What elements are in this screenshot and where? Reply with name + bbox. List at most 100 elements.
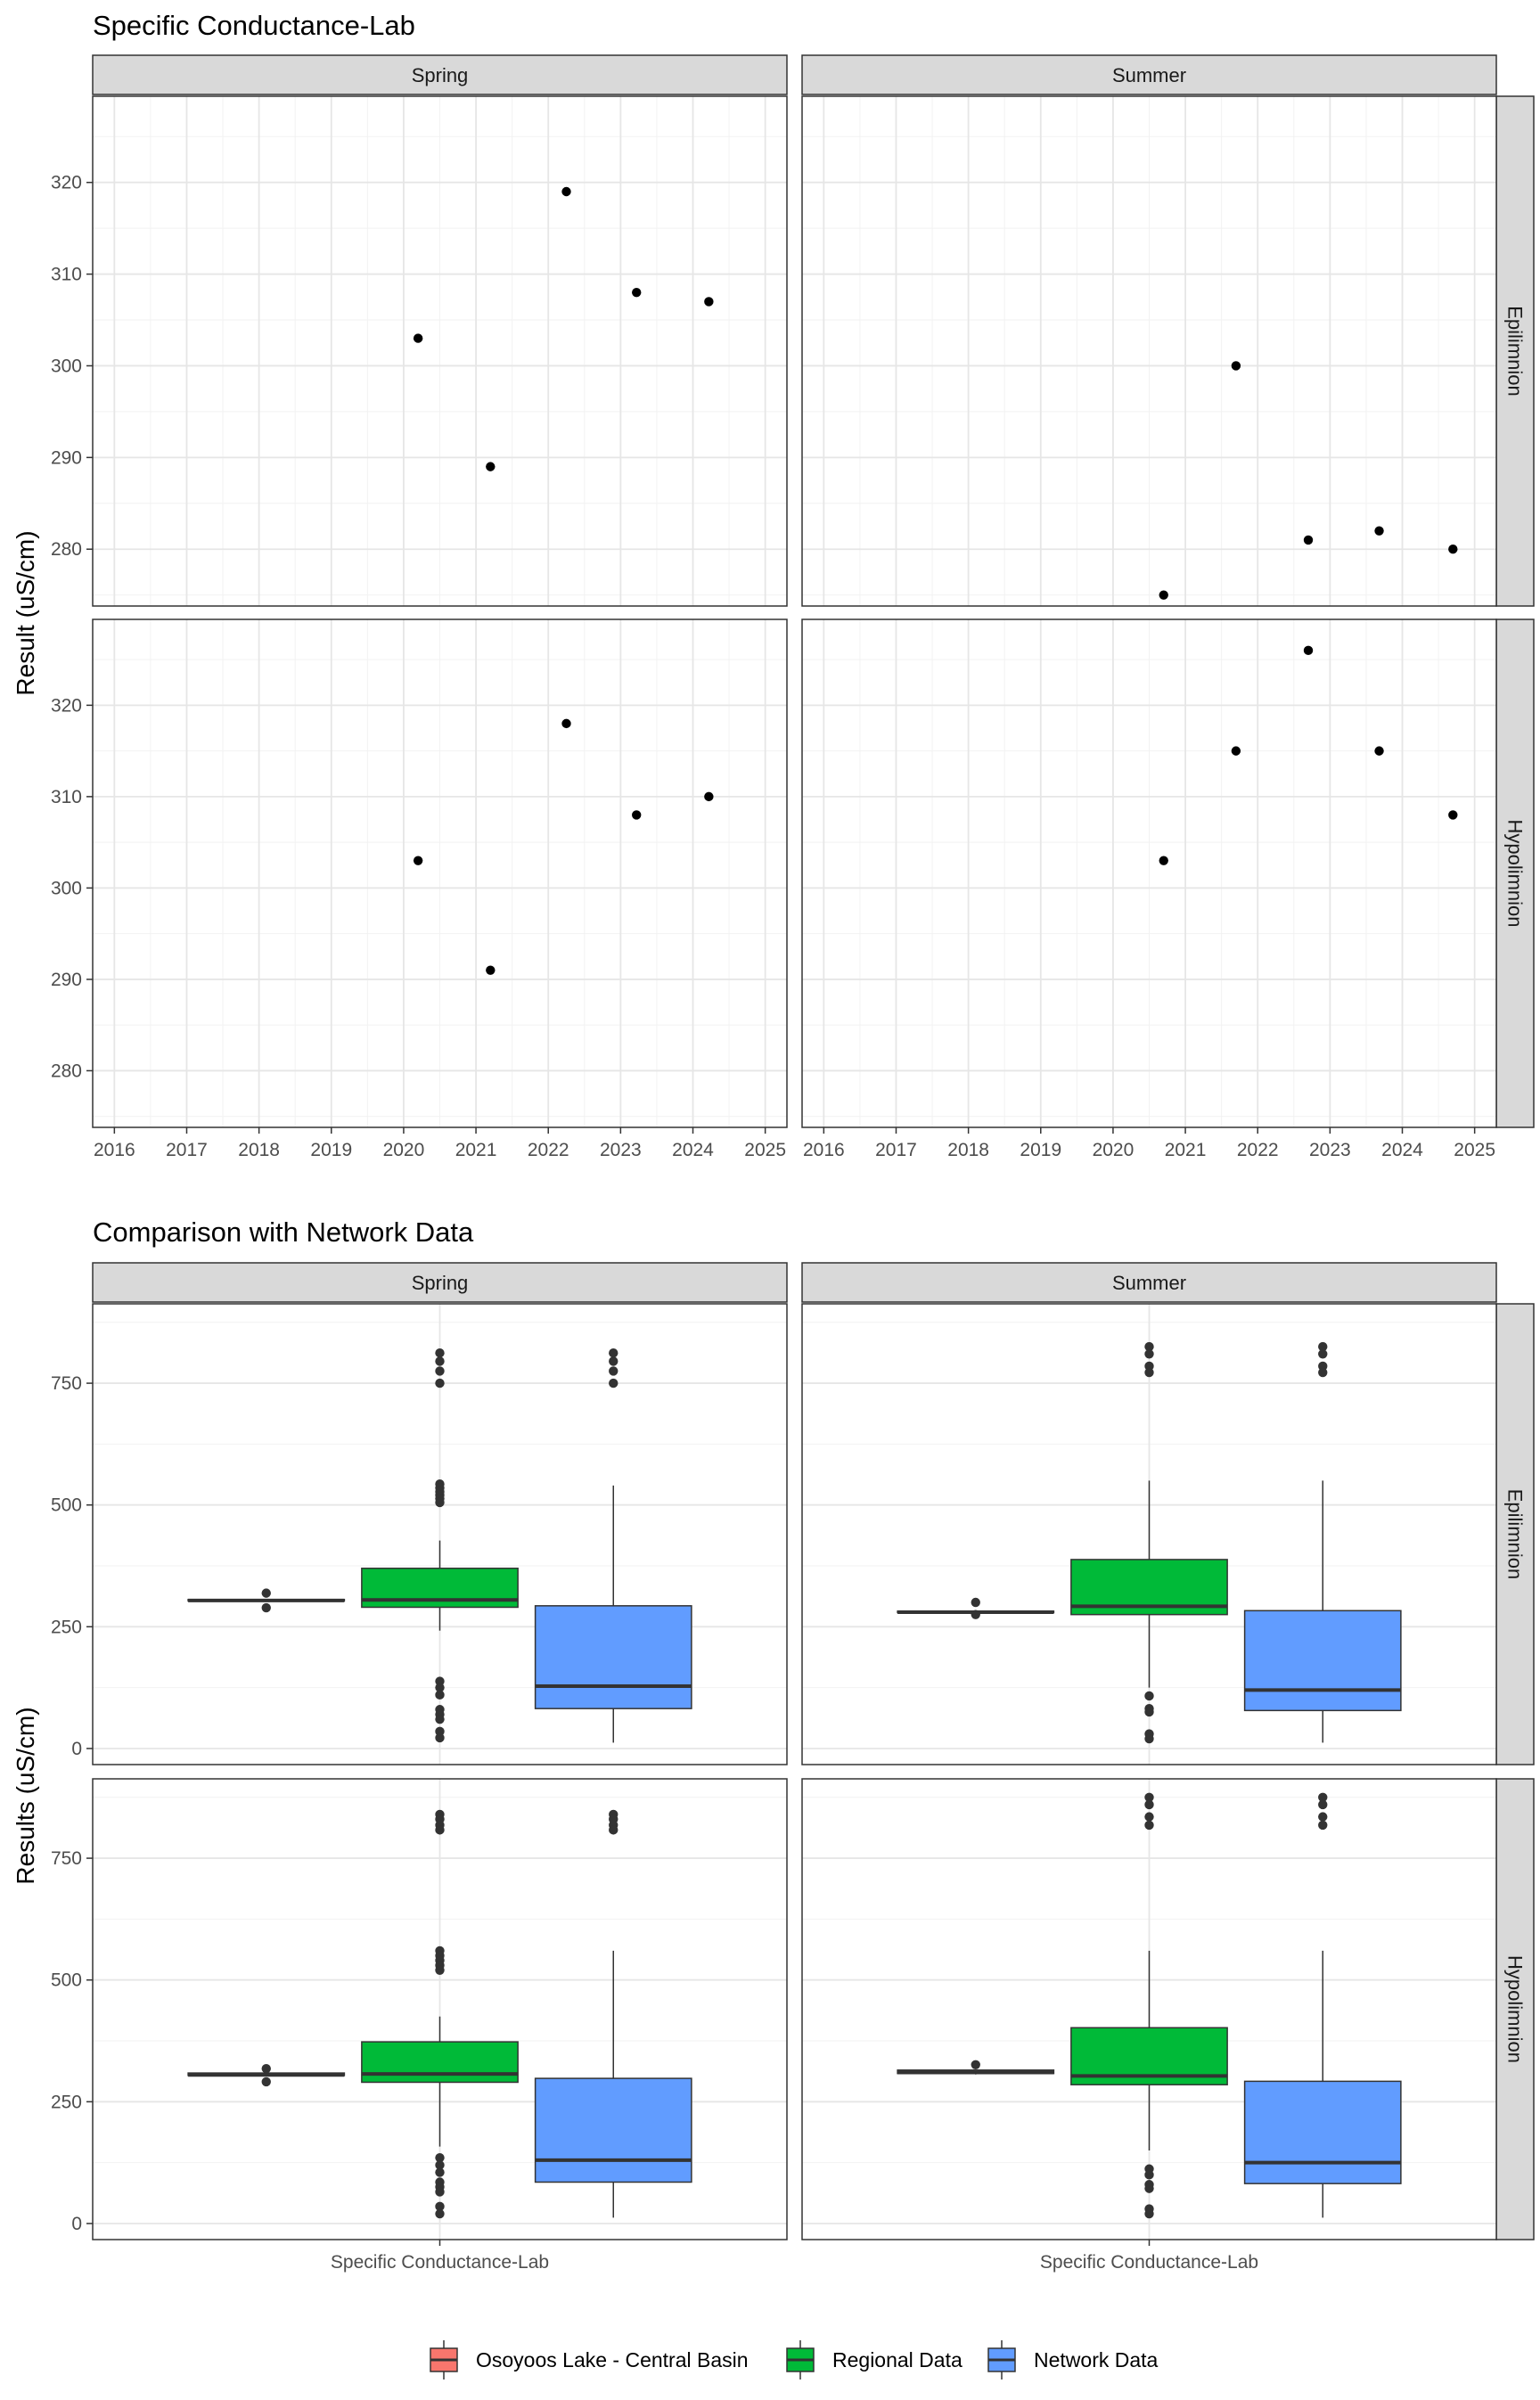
box-body [534, 2077, 692, 2183]
data-point [1159, 856, 1168, 865]
box-osoyoos-lake-central-basin [897, 1597, 1055, 1619]
outlier-point [971, 2060, 980, 2070]
x-tick-label: Specific Conductance-Lab [331, 2252, 549, 2273]
outlier-point [1144, 1733, 1154, 1744]
box-network-data [1243, 1792, 1402, 2218]
outlier-point [1144, 1341, 1154, 1352]
outlier-point [435, 2201, 445, 2212]
data-point [413, 856, 423, 865]
box-network-data [534, 1809, 692, 2218]
x-tick-label: 2022 [528, 1140, 569, 1160]
y-tick-label: 300 [51, 878, 82, 898]
outlier-point [1318, 1361, 1328, 1372]
outlier-point [261, 1602, 271, 1613]
y-tick-label: 280 [51, 539, 82, 560]
outlier-point [1144, 1812, 1154, 1822]
x-tick-label: 2021 [1165, 1140, 1207, 1160]
strip-label-epilimnion: Epilimnion [1504, 1489, 1527, 1580]
strip-summer [801, 54, 1497, 95]
x-tick-label: Specific Conductance-Lab [1040, 2252, 1258, 2273]
panel-border [92, 1303, 788, 1765]
data-point [486, 965, 496, 975]
panel-summer-epilimnion [801, 1303, 1497, 1765]
panel-border [801, 618, 1497, 1128]
y-tick-label: 750 [51, 1373, 82, 1394]
y-tick-label: 0 [71, 2214, 82, 2234]
legend-item-regional-data: Regional Data [786, 2340, 962, 2380]
strip-summer [801, 1262, 1497, 1303]
outlier-point [435, 1366, 445, 1376]
outlier-point [1318, 1367, 1328, 1378]
box-regional-data [1070, 1341, 1228, 1744]
y-tick-label: 320 [51, 173, 82, 193]
outlier-point [971, 1597, 980, 1608]
outlier-point [261, 2063, 271, 2074]
chart2-plot: Spring Summer Epilimnion Hypolimnion 0 250 500… [51, 1262, 1535, 2273]
y-tick-label: 500 [51, 1970, 82, 1991]
legend: Osoyoos Lake - Central Basin Regional Dat… [430, 2340, 1159, 2380]
x-tick-label: 2021 [455, 1140, 497, 1160]
strip-label-hypolimnion: Hypolimnion [1504, 819, 1527, 927]
y-tick-label: 300 [51, 356, 82, 376]
x-tick-label: 2022 [1237, 1140, 1279, 1160]
x-tick-label: 2017 [166, 1140, 208, 1160]
outlier-point [971, 1610, 980, 1619]
data-point [704, 297, 714, 307]
outlier-point [609, 1356, 618, 1366]
data-point [561, 186, 571, 197]
chart1-plot: Spring Summer Epilimnion Hypolimnion 280 290 3… [51, 54, 1535, 1160]
outlier-point [1144, 1361, 1154, 1372]
panel-spring-hypolimnion [92, 618, 788, 1128]
panel-summer-hypolimnion [801, 1778, 1497, 2240]
legend-label: Regional Data [832, 2348, 962, 2371]
legend-label: Osoyoos Lake - Central Basin [476, 2348, 749, 2371]
data-point [1303, 645, 1314, 656]
data-point [1231, 746, 1241, 756]
chart1-title: Specific Conductance-Lab [93, 10, 415, 41]
outlier-point [435, 1347, 445, 1358]
data-point [632, 287, 642, 298]
x-tick-label: 2023 [1309, 1140, 1351, 1160]
outlier-point [1144, 1691, 1154, 1701]
outlier-point [1144, 1820, 1154, 1831]
outlier-point [1144, 1792, 1154, 1802]
strip-spring [92, 54, 788, 95]
chart1-y-axis-label: Result (uS/cm) [12, 530, 39, 695]
y-tick-label: 750 [51, 1848, 82, 1869]
panel-border [92, 95, 788, 607]
box-network-data [1243, 1341, 1402, 1743]
outlier-point [609, 1378, 618, 1388]
chart2-y-axis-label: Results (uS/cm) [12, 1707, 39, 1884]
panel-border [801, 1303, 1497, 1765]
box-body [1243, 1610, 1402, 1712]
box-osoyoos-lake-central-basin [187, 2063, 346, 2087]
outlier-point [1318, 1812, 1328, 1822]
outlier-point [435, 1497, 445, 1508]
y-tick-label: 310 [51, 787, 82, 807]
outlier-point [609, 1347, 618, 1358]
strip-epilimnion [1495, 1303, 1535, 1765]
data-point [1303, 535, 1314, 545]
outlier-point [1318, 1341, 1328, 1352]
outlier-point [435, 2208, 445, 2219]
data-point [1159, 590, 1168, 600]
x-tick-label: 2020 [383, 1140, 425, 1160]
panel-summer-hypolimnion [801, 618, 1497, 1128]
outlier-point [435, 1356, 445, 1366]
x-tick-label: 2023 [600, 1140, 642, 1160]
x-tick-label: 2025 [1454, 1140, 1495, 1160]
outlier-point [435, 1726, 445, 1737]
outlier-point [609, 1366, 618, 1376]
x-tick-label: 2019 [1020, 1140, 1061, 1160]
x-tick-label: 2025 [744, 1140, 786, 1160]
strip-spring [92, 1262, 788, 1303]
outlier-point [435, 2152, 445, 2163]
outlier-point [435, 1378, 445, 1388]
x-tick-label: 2016 [803, 1140, 845, 1160]
box-regional-data [1070, 1792, 1228, 2219]
outlier-point [435, 1676, 445, 1686]
panel-border [801, 95, 1497, 607]
data-point [632, 810, 642, 820]
outlier-point [435, 2167, 445, 2177]
